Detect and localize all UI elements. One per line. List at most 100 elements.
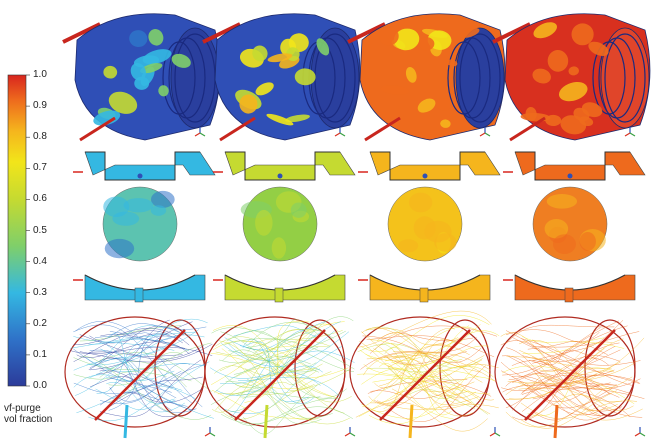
streamline xyxy=(505,342,620,408)
dome-patch xyxy=(424,220,452,243)
streamline xyxy=(519,350,633,390)
axis-triad xyxy=(494,432,501,437)
streamline xyxy=(384,347,460,381)
dome-patch xyxy=(255,209,273,236)
streamline xyxy=(242,341,309,402)
streamline xyxy=(230,316,354,412)
axis-triad xyxy=(349,432,356,437)
inlet-pipe xyxy=(347,22,386,44)
streamline xyxy=(220,406,354,425)
streamline xyxy=(355,402,472,418)
streamline xyxy=(225,381,322,425)
streamline xyxy=(233,325,319,339)
streamline xyxy=(365,326,489,415)
streamline xyxy=(221,348,306,389)
streamline-view xyxy=(494,316,646,439)
colorbar-tick-label: 0.3 xyxy=(33,286,47,298)
streamline xyxy=(505,329,600,343)
purge-region xyxy=(239,94,258,114)
dome-patch xyxy=(290,202,307,218)
upper-section-strip xyxy=(73,151,216,181)
dome-section xyxy=(532,186,608,262)
purge-region xyxy=(588,41,609,57)
streamline xyxy=(532,388,613,421)
streamline xyxy=(391,388,488,432)
streamline xyxy=(218,331,315,364)
streamline xyxy=(224,338,355,370)
streamline xyxy=(109,331,167,343)
purge-region xyxy=(255,82,274,96)
streamline xyxy=(508,338,624,400)
streamline xyxy=(79,343,213,363)
dome-patch xyxy=(552,234,576,254)
streamline xyxy=(512,337,641,385)
purge-region xyxy=(393,28,420,51)
streamline xyxy=(106,344,175,381)
streamline xyxy=(520,390,617,429)
axis-triad xyxy=(334,132,341,137)
streamline xyxy=(96,319,170,375)
purge-region xyxy=(103,65,118,79)
streamline xyxy=(109,376,203,407)
outlet-pipe xyxy=(509,116,546,142)
purge-region xyxy=(380,85,410,95)
section-outline xyxy=(515,151,630,181)
dome-patch xyxy=(150,190,175,208)
streamline xyxy=(237,376,341,397)
streamline xyxy=(531,339,641,366)
streamline xyxy=(361,363,478,419)
streamline xyxy=(70,346,213,356)
dome-patch xyxy=(408,192,433,213)
streamline xyxy=(86,334,205,366)
spark-point xyxy=(422,173,428,179)
streamline-view xyxy=(349,310,501,439)
streamline xyxy=(99,388,203,406)
streamline xyxy=(222,349,321,373)
dome-patch xyxy=(579,231,596,251)
inlet-pipe xyxy=(379,329,471,421)
colorbar xyxy=(7,74,27,387)
inlet-pipe xyxy=(492,22,531,44)
streamline xyxy=(366,352,491,371)
streamline xyxy=(106,333,176,404)
dome-patch xyxy=(398,239,419,253)
axis-triad xyxy=(194,132,201,137)
streamline xyxy=(360,324,481,370)
streamline xyxy=(360,315,490,352)
dome-patch xyxy=(544,219,569,239)
purge-region xyxy=(294,68,316,86)
outlet-pipe xyxy=(79,116,116,142)
section-outline xyxy=(225,151,340,181)
inlet-pipe xyxy=(62,22,101,44)
streamline xyxy=(224,346,319,389)
streamline xyxy=(522,336,625,349)
groove-ring xyxy=(604,33,646,123)
inlet-pipe xyxy=(234,329,326,421)
streamline xyxy=(246,378,333,419)
streamline xyxy=(73,324,193,404)
streamline xyxy=(508,325,628,380)
dome-patch xyxy=(103,196,130,218)
streamline xyxy=(244,321,310,403)
inlet-pipe xyxy=(94,329,186,421)
streamline xyxy=(501,375,640,391)
streamline xyxy=(385,351,467,365)
bowl-stem xyxy=(134,287,144,303)
streamline xyxy=(368,376,495,424)
streamline xyxy=(359,341,475,392)
groove-ring xyxy=(592,41,626,115)
cylinder-3d-view xyxy=(347,13,506,142)
streamline xyxy=(366,363,451,373)
axis-triad xyxy=(204,432,211,437)
streamline xyxy=(393,360,468,397)
purge-region xyxy=(252,45,268,62)
streamline xyxy=(108,342,212,403)
streamline xyxy=(217,368,352,395)
streamline xyxy=(519,340,634,411)
streamline xyxy=(86,357,206,372)
axis-triad xyxy=(639,432,646,437)
lower-section-strip xyxy=(73,274,206,303)
streamline xyxy=(94,330,186,341)
bowl-stem xyxy=(274,287,284,303)
axis-triad xyxy=(489,432,496,437)
